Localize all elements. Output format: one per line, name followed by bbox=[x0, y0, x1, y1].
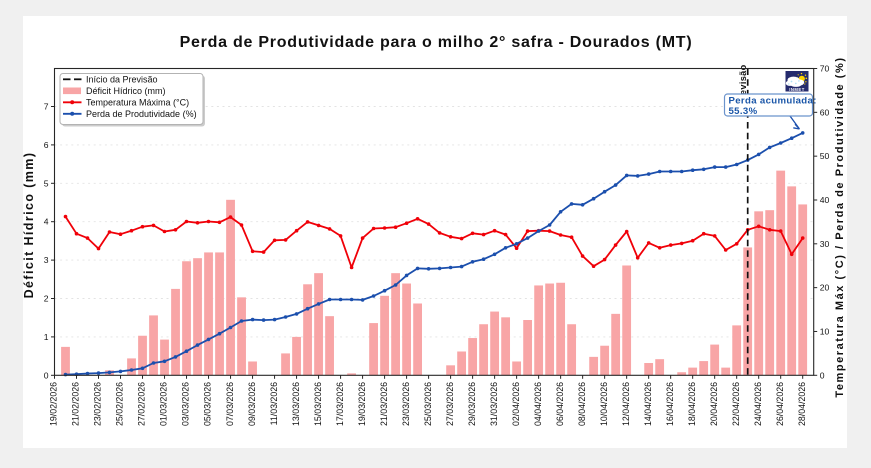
svg-text:INMET: INMET bbox=[789, 87, 805, 92]
svg-text:5: 5 bbox=[44, 178, 49, 188]
svg-text:Início da Previsão: Início da Previsão bbox=[86, 74, 158, 84]
svg-text:3: 3 bbox=[44, 255, 49, 265]
svg-text:13/03/2026: 13/03/2026 bbox=[291, 382, 301, 426]
svg-text:01/03/2026: 01/03/2026 bbox=[159, 382, 169, 426]
svg-text:07/03/2026: 07/03/2026 bbox=[225, 382, 235, 426]
svg-text:25/03/2026: 25/03/2026 bbox=[423, 382, 433, 426]
svg-text:70: 70 bbox=[820, 64, 830, 74]
svg-text:23/03/2026: 23/03/2026 bbox=[401, 382, 411, 426]
svg-text:0: 0 bbox=[820, 370, 825, 380]
svg-text:1: 1 bbox=[44, 332, 49, 342]
svg-text:26/04/2026: 26/04/2026 bbox=[775, 382, 785, 426]
svg-text:40: 40 bbox=[820, 195, 830, 205]
svg-text:20: 20 bbox=[820, 283, 830, 293]
svg-text:Perda acumulada:: Perda acumulada: bbox=[729, 96, 817, 107]
svg-text:28/04/2026: 28/04/2026 bbox=[797, 382, 807, 426]
svg-text:10/04/2026: 10/04/2026 bbox=[599, 382, 609, 426]
svg-text:30: 30 bbox=[820, 239, 830, 249]
svg-text:27/03/2026: 27/03/2026 bbox=[445, 382, 455, 426]
svg-text:Déficit Hídrico (mm): Déficit Hídrico (mm) bbox=[22, 152, 36, 299]
svg-text:09/03/2026: 09/03/2026 bbox=[247, 382, 257, 426]
svg-text:0: 0 bbox=[44, 370, 49, 380]
svg-text:7: 7 bbox=[44, 102, 49, 112]
svg-text:24/04/2026: 24/04/2026 bbox=[753, 382, 763, 426]
svg-text:29/03/2026: 29/03/2026 bbox=[467, 382, 477, 426]
svg-text:06/04/2026: 06/04/2026 bbox=[555, 382, 565, 426]
svg-text:22/04/2026: 22/04/2026 bbox=[731, 382, 741, 426]
svg-text:Perda de Produtividade para o: Perda de Produtividade para o milho 2° s… bbox=[180, 34, 693, 51]
svg-text:05/03/2026: 05/03/2026 bbox=[203, 382, 213, 426]
svg-text:31/03/2026: 31/03/2026 bbox=[489, 382, 499, 426]
svg-text:03/03/2026: 03/03/2026 bbox=[181, 382, 191, 426]
svg-text:60: 60 bbox=[820, 107, 830, 117]
svg-text:50: 50 bbox=[820, 151, 830, 161]
svg-text:Previsão: Previsão bbox=[738, 64, 748, 105]
svg-text:04/04/2026: 04/04/2026 bbox=[533, 382, 543, 426]
svg-text:27/02/2026: 27/02/2026 bbox=[137, 382, 147, 426]
svg-text:11/03/2026: 11/03/2026 bbox=[269, 382, 279, 425]
svg-text:17/03/2026: 17/03/2026 bbox=[335, 382, 345, 426]
svg-text:08/04/2026: 08/04/2026 bbox=[577, 382, 587, 426]
svg-text:19/02/2026: 19/02/2026 bbox=[49, 382, 59, 426]
svg-text:15/03/2026: 15/03/2026 bbox=[313, 382, 323, 426]
svg-text:02/04/2026: 02/04/2026 bbox=[511, 382, 521, 426]
svg-text:21/02/2026: 21/02/2026 bbox=[71, 382, 81, 426]
svg-text:Temperatura Máx (°C) / Perda d: Temperatura Máx (°C) / Perda de Produtiv… bbox=[834, 56, 846, 397]
svg-text:25/02/2026: 25/02/2026 bbox=[115, 382, 125, 426]
svg-text:19/03/2026: 19/03/2026 bbox=[357, 382, 367, 426]
svg-text:Déficit Hídrico (mm): Déficit Hídrico (mm) bbox=[86, 86, 166, 96]
svg-text:6: 6 bbox=[44, 140, 49, 150]
svg-text:4: 4 bbox=[44, 217, 49, 227]
svg-text:23/02/2026: 23/02/2026 bbox=[93, 382, 103, 426]
svg-text:14/04/2026: 14/04/2026 bbox=[643, 382, 653, 426]
svg-text:18/04/2026: 18/04/2026 bbox=[687, 382, 697, 426]
svg-text:Perda de Produtividade (%): Perda de Produtividade (%) bbox=[86, 109, 197, 119]
svg-text:16/04/2026: 16/04/2026 bbox=[665, 382, 675, 426]
svg-text:21/03/2026: 21/03/2026 bbox=[379, 382, 389, 426]
svg-text:12/04/2026: 12/04/2026 bbox=[621, 382, 631, 426]
svg-text:20/04/2026: 20/04/2026 bbox=[709, 382, 719, 426]
svg-text:10: 10 bbox=[820, 326, 830, 336]
svg-text:2: 2 bbox=[44, 294, 49, 304]
svg-text:Temperatura Máxima (°C): Temperatura Máxima (°C) bbox=[86, 97, 189, 107]
svg-text:55.3%: 55.3% bbox=[729, 106, 758, 117]
